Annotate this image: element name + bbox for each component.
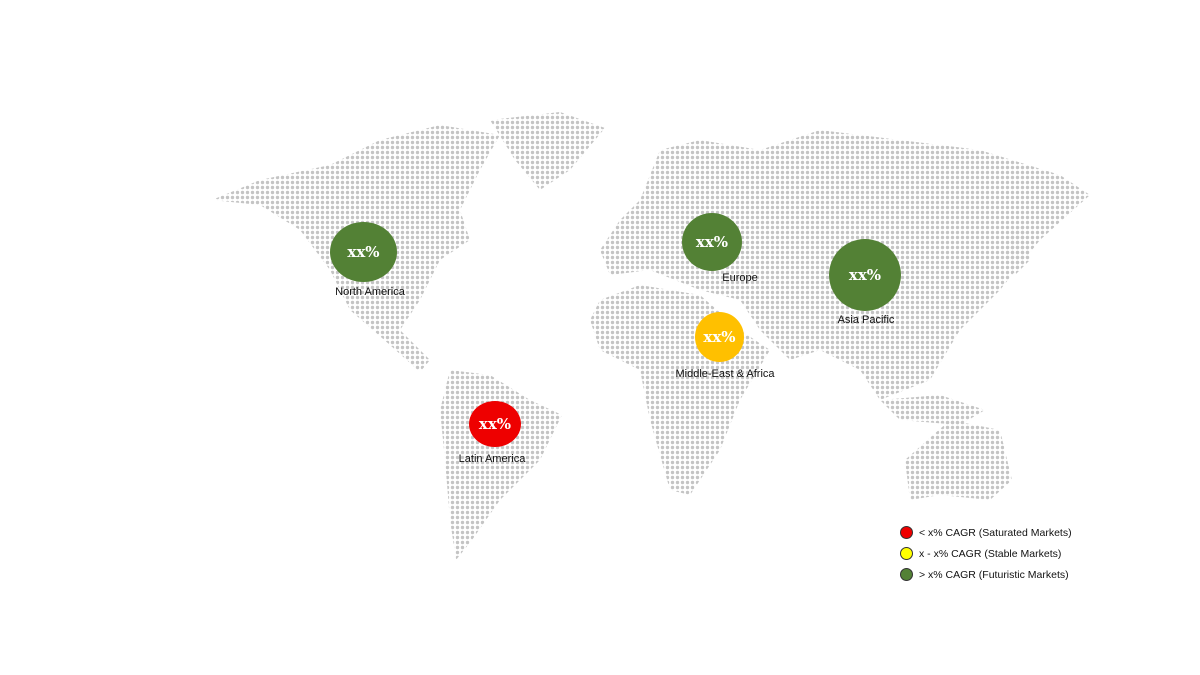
yellow-circle-icon [900, 547, 913, 560]
legend-item-futuristic: > x% CAGR (Futuristic Markets) [900, 564, 1072, 585]
latin-america-bubble: xx% [469, 401, 521, 447]
legend-label: > x% CAGR (Futuristic Markets) [919, 568, 1069, 581]
africa-landmass [590, 285, 770, 495]
red-circle-icon [900, 526, 913, 539]
latin-america-label: Latin America [458, 453, 526, 465]
legend-label: < x% CAGR (Saturated Markets) [919, 526, 1072, 539]
asia-pacific-label: Asia Pacific [837, 314, 895, 326]
australia-landmass [905, 420, 1012, 500]
europe-label: Europe [722, 272, 758, 284]
japan-landmass [1005, 225, 1030, 275]
middle-east-africa-label: Middle-East & Africa [675, 368, 775, 380]
north-america-bubble: xx% [330, 222, 397, 282]
legend-item-saturated: < x% CAGR (Saturated Markets) [900, 522, 1072, 543]
north-america-label: North America [335, 286, 405, 298]
asia-pacific-bubble: xx% [829, 239, 901, 311]
legend-item-stable: x - x% CAGR (Stable Markets) [900, 543, 1072, 564]
legend: < x% CAGR (Saturated Markets) x - x% CAG… [900, 522, 1072, 585]
middle-east-africa-bubble: xx% [695, 312, 744, 362]
legend-label: x - x% CAGR (Stable Markets) [919, 547, 1062, 560]
europe-bubble: xx% [682, 213, 742, 271]
green-circle-icon [900, 568, 913, 581]
indonesia-landmass [880, 395, 985, 425]
south-america-landmass [440, 370, 562, 560]
greenland-landmass [490, 112, 605, 190]
